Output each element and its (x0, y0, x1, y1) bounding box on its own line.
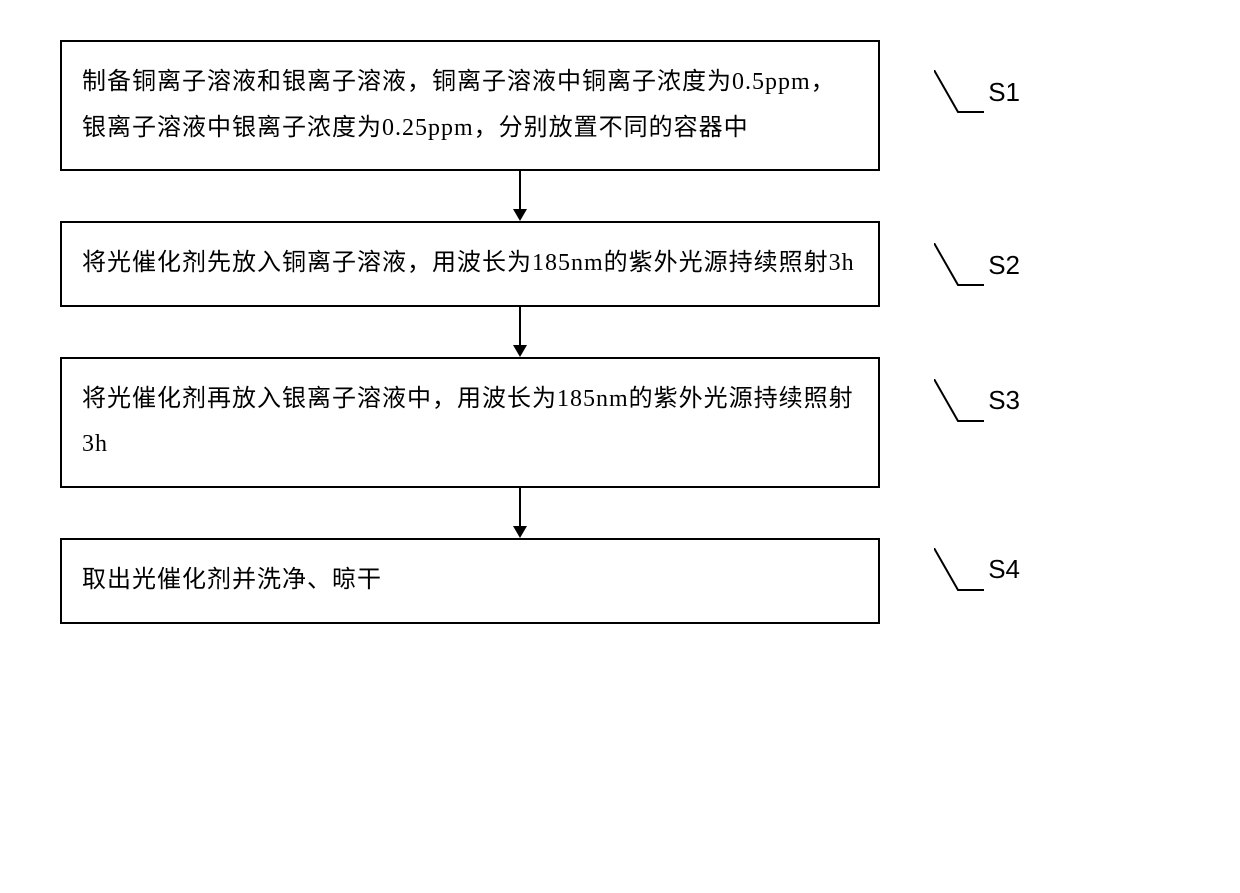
flowchart-container: 制备铜离子溶液和银离子溶液，铜离子溶液中铜离子浓度为0.5ppm，银离子溶液中银… (60, 40, 980, 624)
arrow-down-icon (508, 171, 532, 221)
step-wrapper: 取出光催化剂并洗净、晾干 S4 (60, 538, 980, 624)
leader-line-icon (934, 548, 984, 592)
leader-line-icon (934, 70, 984, 114)
step-wrapper: 将光催化剂先放入铜离子溶液，用波长为185nm的紫外光源持续照射3h S2 (60, 221, 980, 307)
step-box-s2: 将光催化剂先放入铜离子溶液，用波长为185nm的紫外光源持续照射3h (60, 221, 880, 307)
step-wrapper: 将光催化剂再放入银离子溶液中，用波长为185nm的紫外光源持续照射3h S3 (60, 357, 980, 488)
step-label-s4: S4 (934, 548, 1020, 592)
step-text: 将光催化剂先放入铜离子溶液，用波长为185nm的紫外光源持续照射3h (82, 241, 855, 287)
arrow-down-icon (508, 488, 532, 538)
leader-line-icon (934, 379, 984, 423)
step-label-s3: S3 (934, 379, 1020, 423)
step-text: 制备铜离子溶液和银离子溶液，铜离子溶液中铜离子浓度为0.5ppm，银离子溶液中银… (82, 60, 858, 151)
step-label-text: S1 (988, 77, 1020, 108)
step-wrapper: 制备铜离子溶液和银离子溶液，铜离子溶液中铜离子浓度为0.5ppm，银离子溶液中银… (60, 40, 980, 171)
step-label-text: S2 (988, 250, 1020, 281)
step-label-s2: S2 (934, 243, 1020, 287)
step-box-s1: 制备铜离子溶液和银离子溶液，铜离子溶液中铜离子浓度为0.5ppm，银离子溶液中银… (60, 40, 880, 171)
leader-line-icon (934, 243, 984, 287)
arrow-down-icon (508, 307, 532, 357)
step-label-text: S3 (988, 385, 1020, 416)
step-text: 取出光催化剂并洗净、晾干 (82, 558, 382, 604)
step-label-text: S4 (988, 554, 1020, 585)
step-label-s1: S1 (934, 70, 1020, 114)
step-box-s3: 将光催化剂再放入银离子溶液中，用波长为185nm的紫外光源持续照射3h (60, 357, 880, 488)
step-text: 将光催化剂再放入银离子溶液中，用波长为185nm的紫外光源持续照射3h (82, 377, 858, 468)
step-box-s4: 取出光催化剂并洗净、晾干 (60, 538, 880, 624)
